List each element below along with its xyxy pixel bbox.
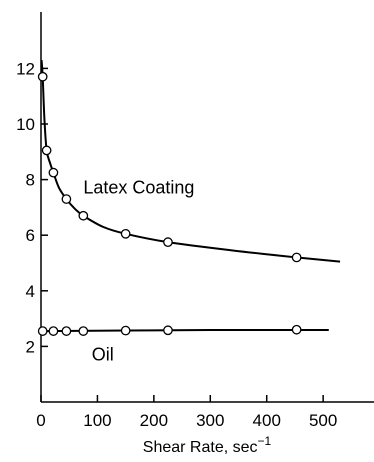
data-point-latex-coating [120,228,131,239]
data-point-oil [120,325,131,336]
y-ticks: 2 4 6 8 10 12 [16,59,48,356]
y-tick-label: 8 [26,171,35,190]
data-point-latex-coating [291,252,302,263]
x-tick-label: 400 [253,411,281,430]
annotation-layer: Latex Coating Oil [83,178,194,365]
series-label-latex-coating: Latex Coating [83,178,194,198]
data-point-latex-coating [41,145,52,156]
data-point-oil [78,326,89,336]
data-point-oil [61,326,72,336]
series-label-oil: Oil [92,344,114,364]
x-tick-label: 300 [196,411,224,430]
data-point-oil [163,325,173,336]
data-point-latex-coating [48,167,59,178]
data-point-oil [37,326,48,336]
data-point-latex-coating [78,210,89,221]
y-tick-label: 6 [26,226,35,245]
x-tick-label: 500 [309,411,337,430]
series-line-latex-coating [40,59,341,263]
y-tick-label: 2 [26,337,35,356]
series-latex-coating [37,59,341,263]
data-point-latex-coating [163,237,173,247]
x-axis-title-exponent: −1 [258,434,272,448]
y-tick-label: 4 [26,282,35,301]
data-point-latex-coating [61,194,72,204]
y-tick-label: 10 [16,115,35,134]
data-point-oil [291,324,302,335]
x-axis-title-main: Shear Rate, sec [143,439,258,456]
x-tick-label: 100 [83,411,111,430]
data-point-latex-coating [37,71,48,82]
series-layer [37,59,341,336]
series-oil [37,324,329,336]
data-point-oil [48,326,59,336]
x-tick-label: 200 [140,411,168,430]
x-tick-label: 0 [36,411,45,430]
x-ticks: 0 100 200 300 400 500 [36,395,337,430]
y-tick-label: 12 [16,59,35,78]
x-axis-title: Shear Rate, sec−1 [143,434,272,456]
